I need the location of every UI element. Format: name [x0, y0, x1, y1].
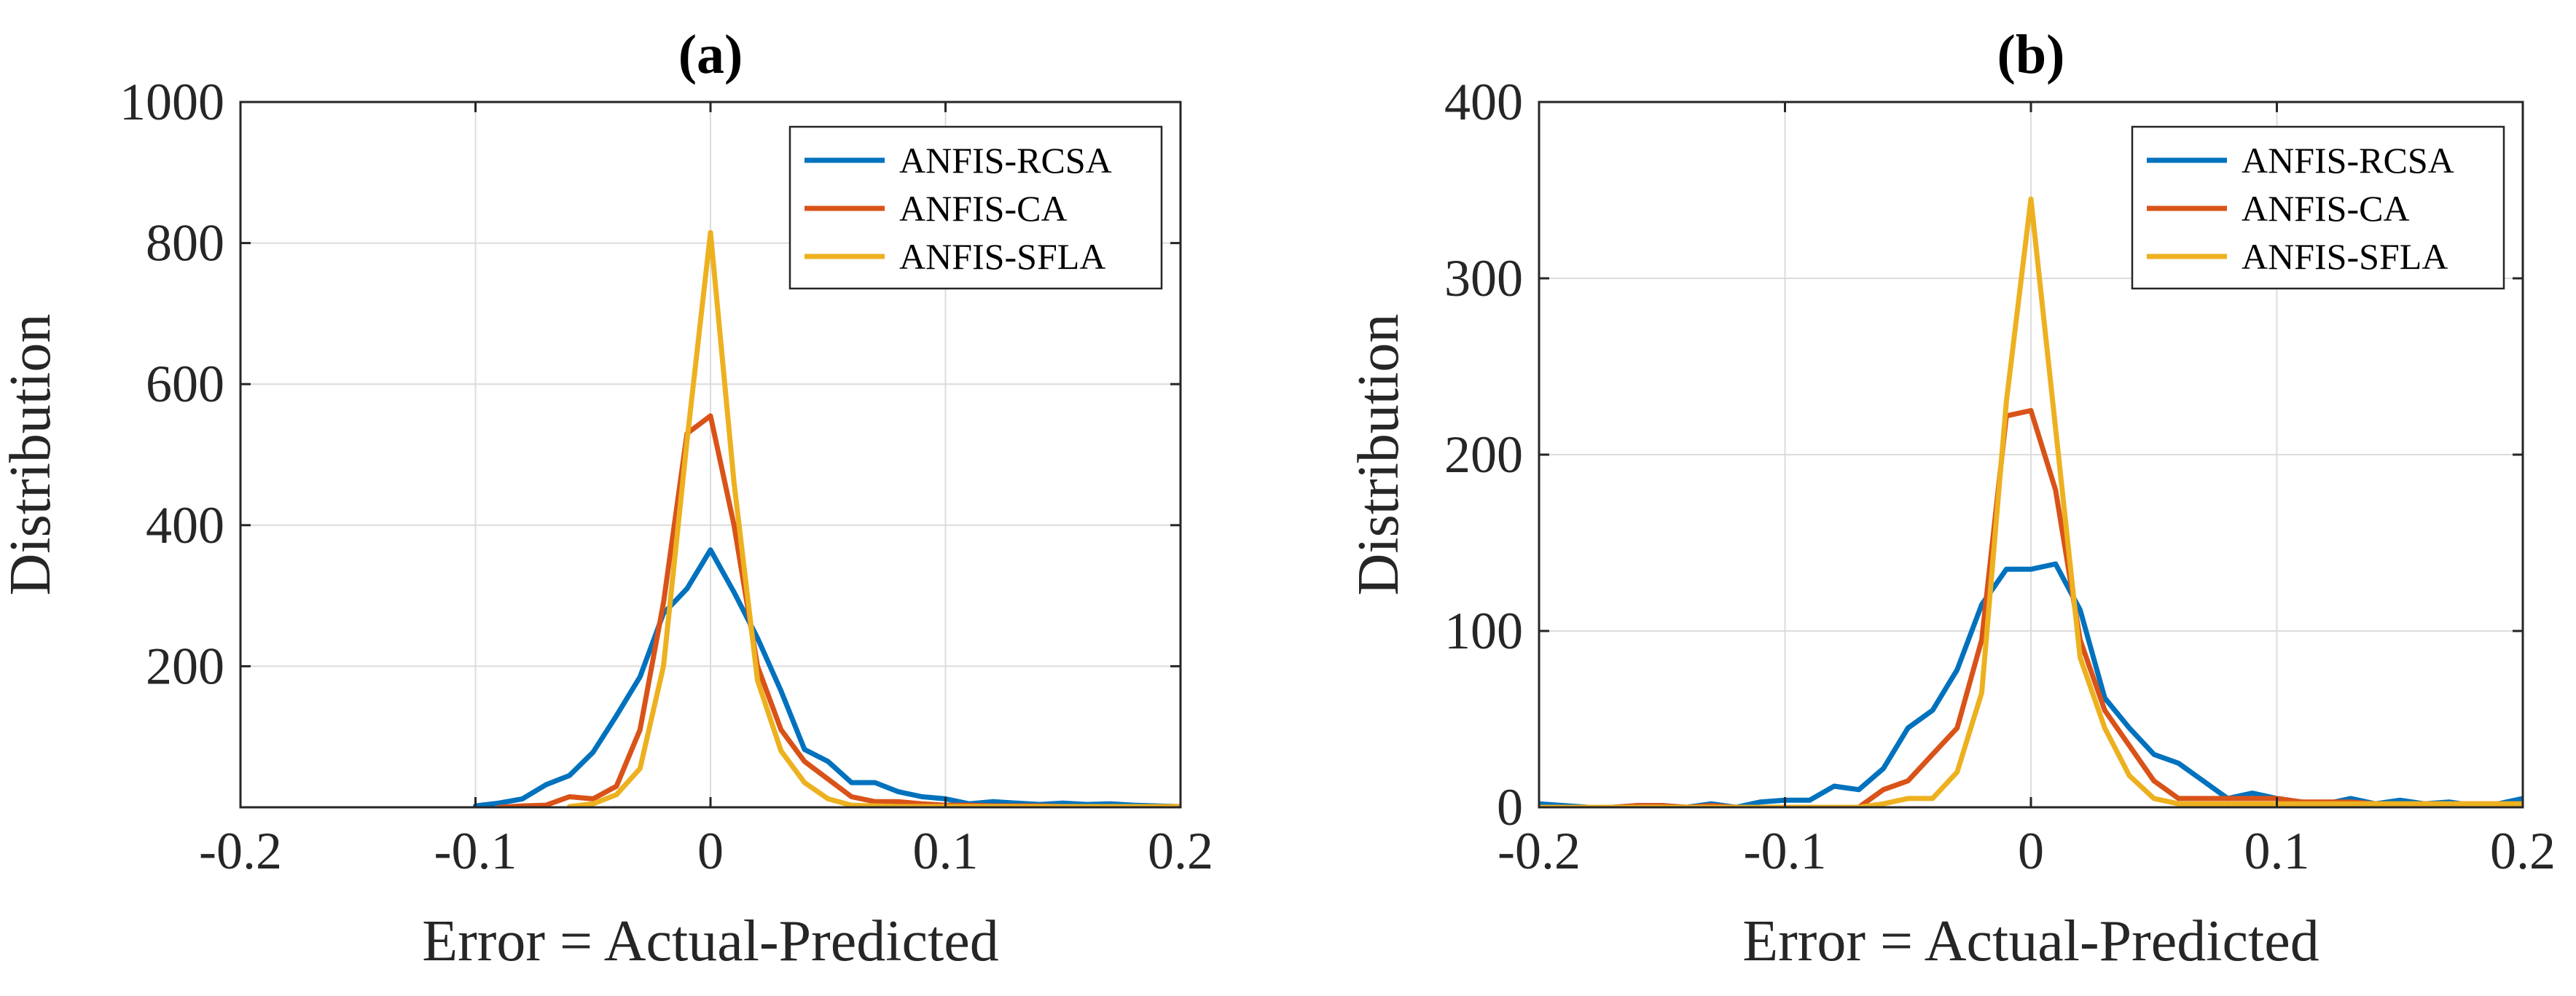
y-tick-label: 200	[1444, 426, 1523, 484]
series-line-anfis-sfla	[1539, 196, 2523, 807]
x-tick-label: 0.2	[1148, 822, 1213, 880]
series-line-anfis-rcsa	[473, 547, 1181, 807]
x-axis-label: Error = Actual-Predicted	[1742, 909, 2319, 973]
y-tick-label: 0	[1497, 778, 1523, 836]
y-axis-label: Distribution	[1347, 314, 1411, 596]
panel-b: -0.2 -0.1 0 0.1 0.2 0 100 200 300 400 (b) Error = A…	[1347, 24, 2556, 973]
y-tick-label: 400	[146, 496, 224, 554]
series-group	[1539, 196, 2523, 807]
x-tick-label: -0.2	[199, 822, 282, 880]
x-tick-label: -0.1	[434, 822, 517, 880]
x-tick-label: 0	[697, 822, 724, 880]
y-tick-label: 400	[1444, 73, 1523, 131]
x-tick-label: 0.1	[2244, 822, 2310, 880]
x-tick-label: 0.1	[913, 822, 979, 880]
y-tick-label: 1000	[120, 73, 224, 131]
panel-a: -0.2 -0.1 0 0.1 0.2 200 400 600 800 1000 (a) Error …	[0, 24, 1213, 973]
legend-label-anfis-ca: ANFIS-CA	[2242, 188, 2410, 229]
y-tick-label: 100	[1444, 602, 1523, 660]
x-tick-label: -0.2	[1498, 822, 1581, 880]
y-tick-label: 200	[146, 637, 224, 695]
x-tick-label: -0.1	[1744, 822, 1827, 880]
legend-label-anfis-rcsa: ANFIS-RCSA	[899, 140, 1112, 181]
legend: ANFIS-RCSA ANFIS-CA ANFIS-SFLA	[2131, 125, 2505, 290]
legend-label-anfis-ca: ANFIS-CA	[899, 188, 1068, 229]
x-tick-label: 0	[2018, 822, 2044, 880]
y-tick-label: 300	[1444, 249, 1523, 307]
chart-title: (b)	[1997, 24, 2065, 85]
y-tick-label: 800	[146, 214, 224, 272]
y-tick-label: 600	[146, 355, 224, 413]
legend: ANFIS-RCSA ANFIS-CA ANFIS-SFLA	[788, 125, 1163, 290]
x-axis-label: Error = Actual-Predicted	[422, 909, 998, 973]
legend-label-anfis-sfla: ANFIS-SFLA	[899, 236, 1105, 277]
y-axis-label: Distribution	[0, 314, 63, 596]
x-tick-label: 0.2	[2490, 822, 2556, 880]
legend-label-anfis-rcsa: ANFIS-RCSA	[2242, 140, 2454, 181]
chart-title: (a)	[678, 24, 743, 85]
legend-label-anfis-sfla: ANFIS-SFLA	[2242, 236, 2448, 277]
